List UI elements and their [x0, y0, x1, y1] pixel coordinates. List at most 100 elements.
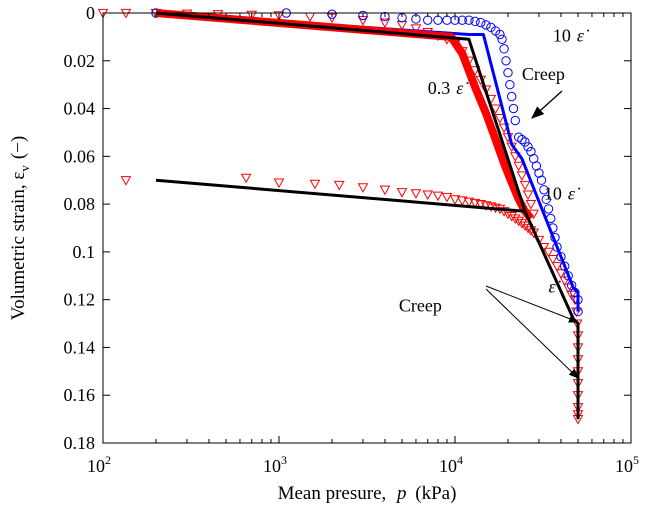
series-line-2: [155, 11, 580, 312]
data-point-triangle: [449, 195, 461, 205]
data-point-triangle: [498, 207, 510, 217]
x-tick-label: 103: [263, 453, 287, 476]
data-point-triangle: [555, 269, 567, 279]
data-point-triangle: [525, 200, 537, 210]
data-point-circle: [499, 44, 509, 54]
annotation-ann-03: 0.3 ε̇: [428, 78, 470, 98]
data-point-circle: [559, 261, 570, 271]
data-point-triangle: [543, 247, 554, 258]
data-point-circle: [520, 137, 530, 147]
data-point-triangle: [519, 221, 531, 232]
data-point-circle: [517, 134, 527, 145]
data-point-triangle: [273, 178, 285, 189]
data-marks: [97, 8, 584, 425]
data-point-circle: [510, 115, 520, 126]
data-point-circle: [327, 9, 337, 19]
data-point-circle: [534, 168, 544, 178]
arrow-creep-top: [531, 90, 563, 119]
y-tick-label: 0.12: [64, 290, 96, 310]
data-point-circle: [497, 34, 507, 44]
annotation-ann-creep-bottom: Creep: [399, 296, 442, 316]
data-point-triangle: [566, 290, 577, 301]
y-tick-label: 0.04: [64, 99, 96, 119]
data-point-triangle: [562, 283, 574, 294]
data-point-triangle: [506, 211, 518, 222]
data-point-triangle: [273, 11, 285, 21]
data-point-triangle: [522, 223, 534, 234]
data-point-triangle: [522, 190, 534, 201]
data-point-circle: [481, 20, 491, 30]
data-point-triangle: [513, 216, 525, 227]
x-tick-label: 105: [615, 453, 639, 476]
data-point-circle: [503, 68, 513, 78]
data-point-circle: [541, 194, 551, 205]
data-point-circle: [423, 15, 433, 25]
data-point-circle: [507, 91, 517, 102]
data-point-triangle: [551, 262, 563, 272]
y-tick-label: 0.02: [64, 51, 96, 71]
data-point-circle: [539, 185, 549, 195]
data-point-circle: [508, 103, 519, 114]
data-point-circle: [523, 142, 533, 152]
data-point-triangle: [357, 183, 369, 193]
data-point-triangle: [379, 18, 391, 29]
annotation-ann-10-top: 10 ε̇: [553, 26, 590, 46]
y-axis-label: Volumetric strain, εv(−): [8, 136, 32, 320]
data-point-circle: [380, 11, 390, 22]
data-point-triangle: [432, 191, 444, 202]
series-line-4: [155, 11, 580, 420]
x-tick-label: 104: [439, 453, 463, 476]
data-point-triangle: [120, 176, 132, 186]
data-point-circle: [513, 132, 524, 142]
data-point-circle: [470, 16, 480, 27]
x-axis-label: Mean presure, p (kPa): [278, 483, 457, 504]
plot-frame: [102, 12, 632, 444]
data-point-circle: [464, 15, 474, 25]
data-point-triangle: [396, 188, 408, 198]
data-point-circle: [536, 175, 547, 185]
data-point-triangle: [519, 180, 531, 191]
data-point-triangle: [463, 197, 475, 208]
data-point-circle: [442, 15, 452, 25]
data-point-triangle: [240, 173, 252, 184]
data-point-triangle: [516, 219, 528, 229]
data-point-triangle: [509, 152, 521, 162]
data-point-triangle: [246, 10, 258, 21]
data-point-triangle: [480, 85, 492, 95]
annotation-ann-10-mid: 10 ε̇: [544, 183, 581, 203]
y-tick-label: 0.18: [64, 433, 96, 453]
y-tick-label: 0.06: [64, 146, 96, 166]
data-point-circle: [556, 251, 566, 262]
data-point-triangle: [333, 180, 345, 191]
data-point-circle: [476, 17, 486, 28]
data-point-triangle: [422, 190, 434, 201]
series-line-3: [155, 9, 534, 221]
y-tick-label: 0.16: [64, 385, 96, 405]
data-point-triangle: [304, 12, 316, 23]
data-point-circle: [501, 56, 511, 66]
data-point-triangle: [309, 179, 321, 190]
data-point-triangle: [456, 196, 468, 207]
series-line-5: [155, 178, 526, 213]
y-tick-label: 0.14: [64, 337, 96, 357]
data-point-triangle: [410, 189, 422, 199]
data-point-triangle: [494, 114, 506, 124]
arrow-creep-bottom-2: [485, 288, 579, 379]
data-point-circle: [543, 204, 554, 214]
data-point-triangle: [509, 214, 521, 224]
arrow-creep-bottom-1: [485, 285, 579, 323]
data-point-triangle: [516, 171, 528, 181]
x-tick-label: 102: [87, 453, 111, 476]
data-point-triangle: [396, 20, 408, 31]
data-point-circle: [457, 15, 467, 25]
data-point-circle: [433, 15, 443, 25]
data-point-triangle: [379, 185, 391, 196]
annotation-ann-creep-top: Creep: [522, 64, 565, 84]
data-point-triangle: [571, 307, 582, 318]
y-tick-label: 0.08: [64, 194, 96, 214]
data-point-triangle: [547, 254, 559, 265]
data-point-triangle: [410, 24, 422, 35]
data-point-triangle: [559, 276, 571, 287]
